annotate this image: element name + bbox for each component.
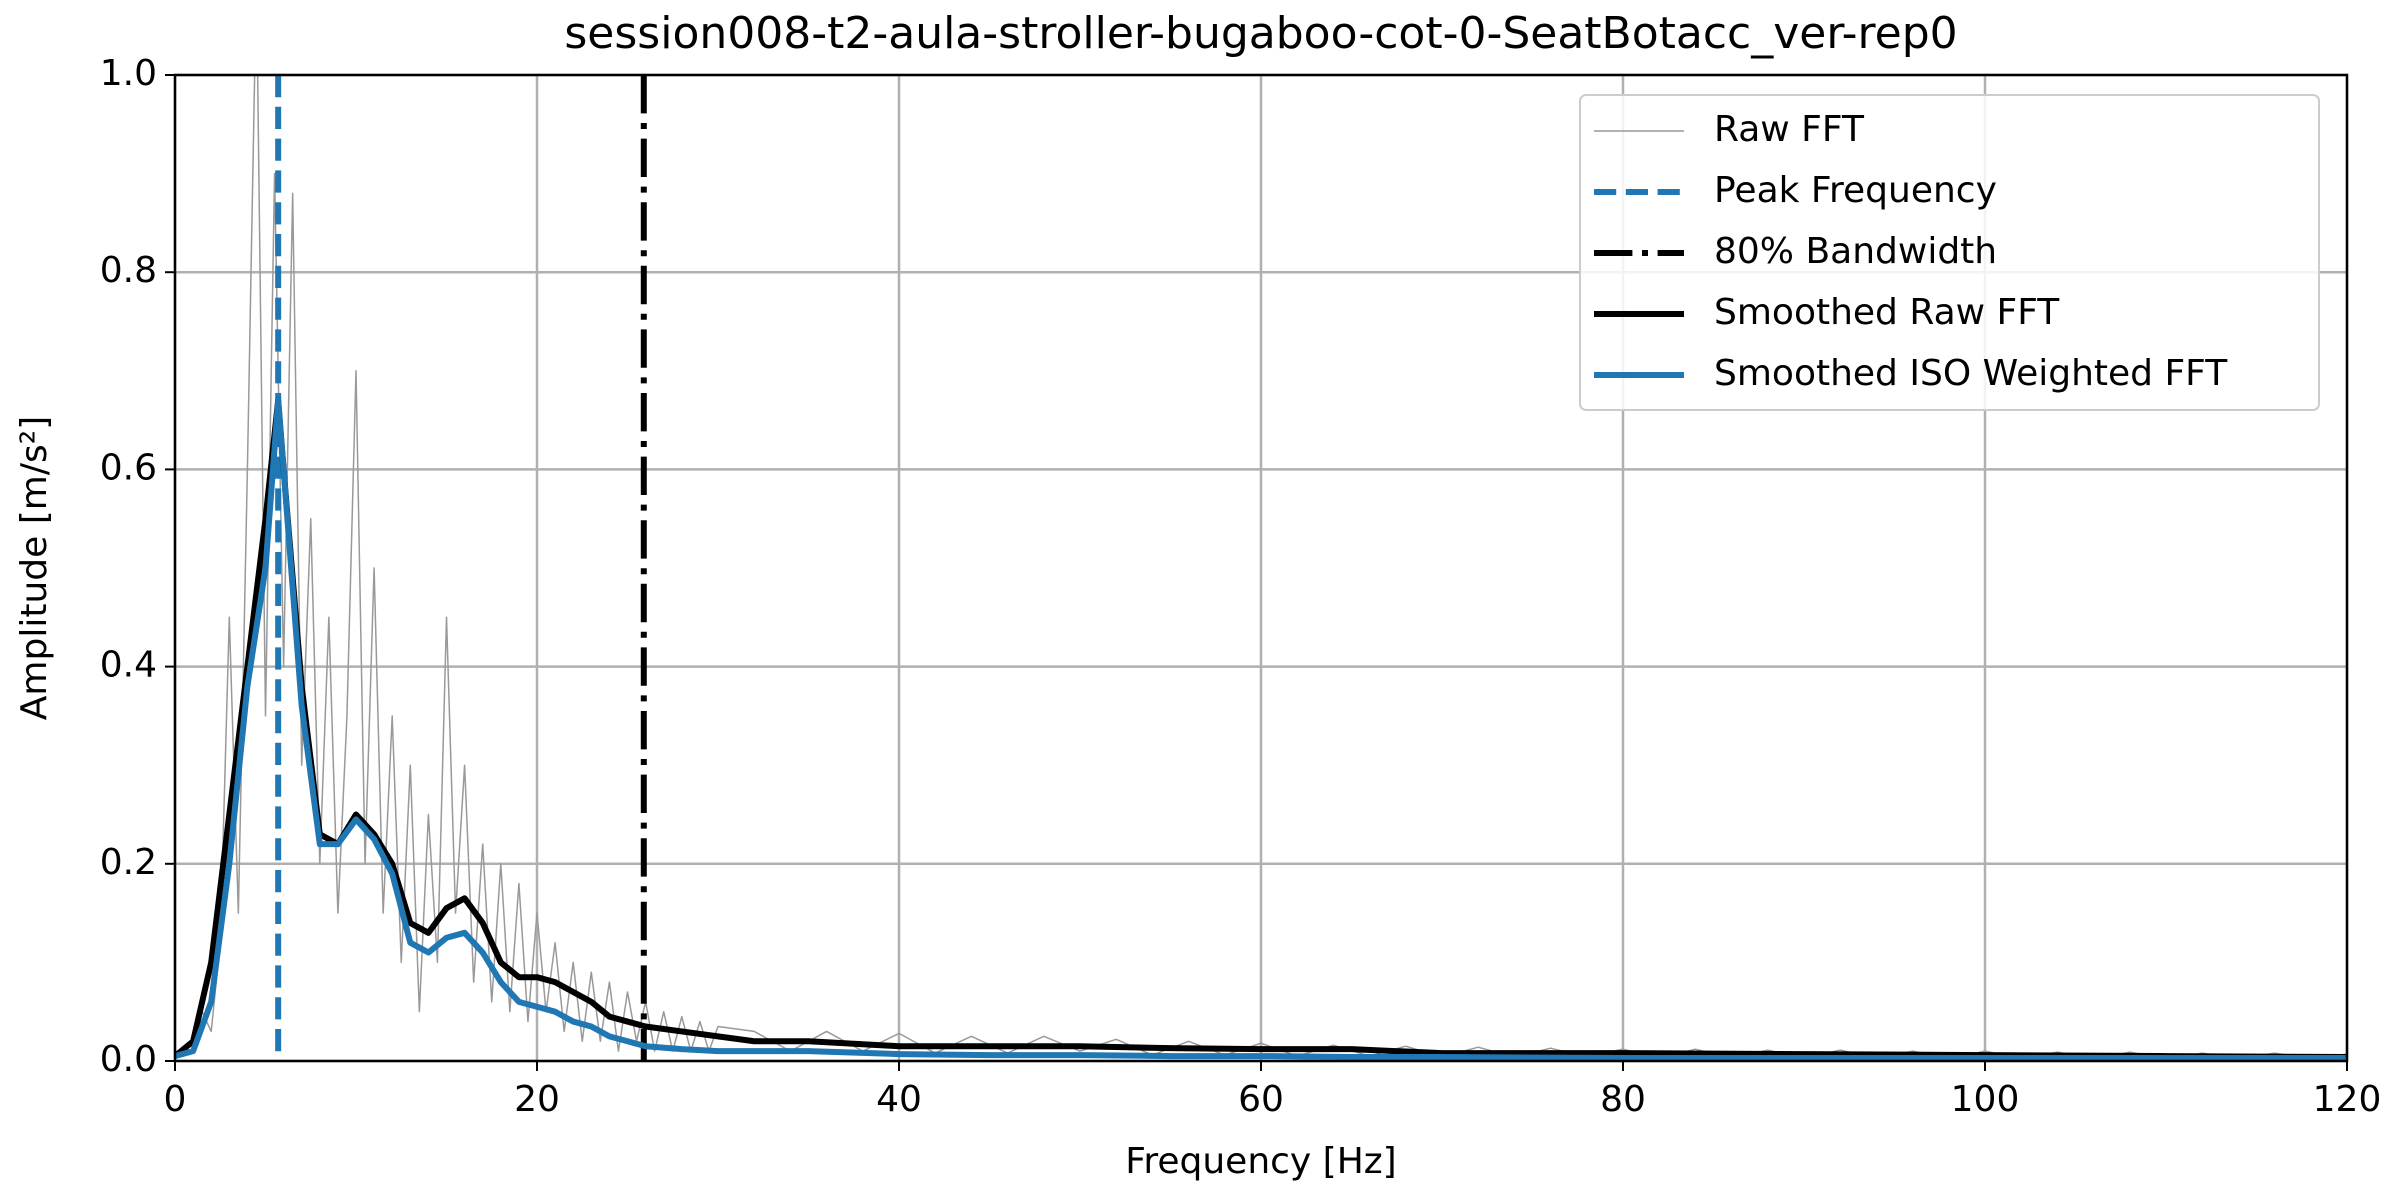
x-tick-label: 40 — [876, 1079, 922, 1120]
plot-area — [175, 75, 2347, 1061]
y-tick-label: 0.6 — [100, 447, 157, 488]
x-tick-label: 120 — [2313, 1079, 2382, 1120]
y-tick-label: 0.8 — [100, 250, 157, 291]
y-tick-label: 0.2 — [100, 842, 157, 883]
axes: 0 20 40 60 80 100 120 0.0 0.2 0.4 0.6 0.8 1.0 — [100, 53, 2382, 1120]
chart-title: session008-t2-aula-stroller-bugaboo-cot-… — [564, 8, 1957, 59]
y-tick-label: 0.0 — [100, 1039, 157, 1080]
x-tick-label: 100 — [1951, 1079, 2020, 1120]
y-tick-label: 0.4 — [100, 645, 157, 686]
x-axis-label: Frequency [Hz] — [1125, 1141, 1396, 1182]
x-tick-label: 0 — [164, 1079, 187, 1120]
x-tick-label: 60 — [1238, 1079, 1284, 1120]
legend-label: 80% Bandwidth — [1714, 231, 1997, 272]
legend-label: Peak Frequency — [1714, 170, 1997, 211]
y-tick-label: 1.0 — [100, 53, 157, 94]
y-axis-label: Amplitude [m/s²] — [14, 416, 55, 720]
x-tick-label: 80 — [1600, 1079, 1646, 1120]
legend-label: Smoothed Raw FFT — [1714, 292, 2060, 333]
legend-label: Smoothed ISO Weighted FFT — [1714, 353, 2228, 394]
legend: Raw FFT Peak Frequency 80% Bandwidth Smooth… — [1579, 94, 2320, 411]
legend-label: Raw FFT — [1714, 109, 1865, 150]
series-line — [175, 397, 2347, 1061]
x-tick-label: 20 — [514, 1079, 560, 1120]
legend-box — [1579, 94, 2320, 411]
